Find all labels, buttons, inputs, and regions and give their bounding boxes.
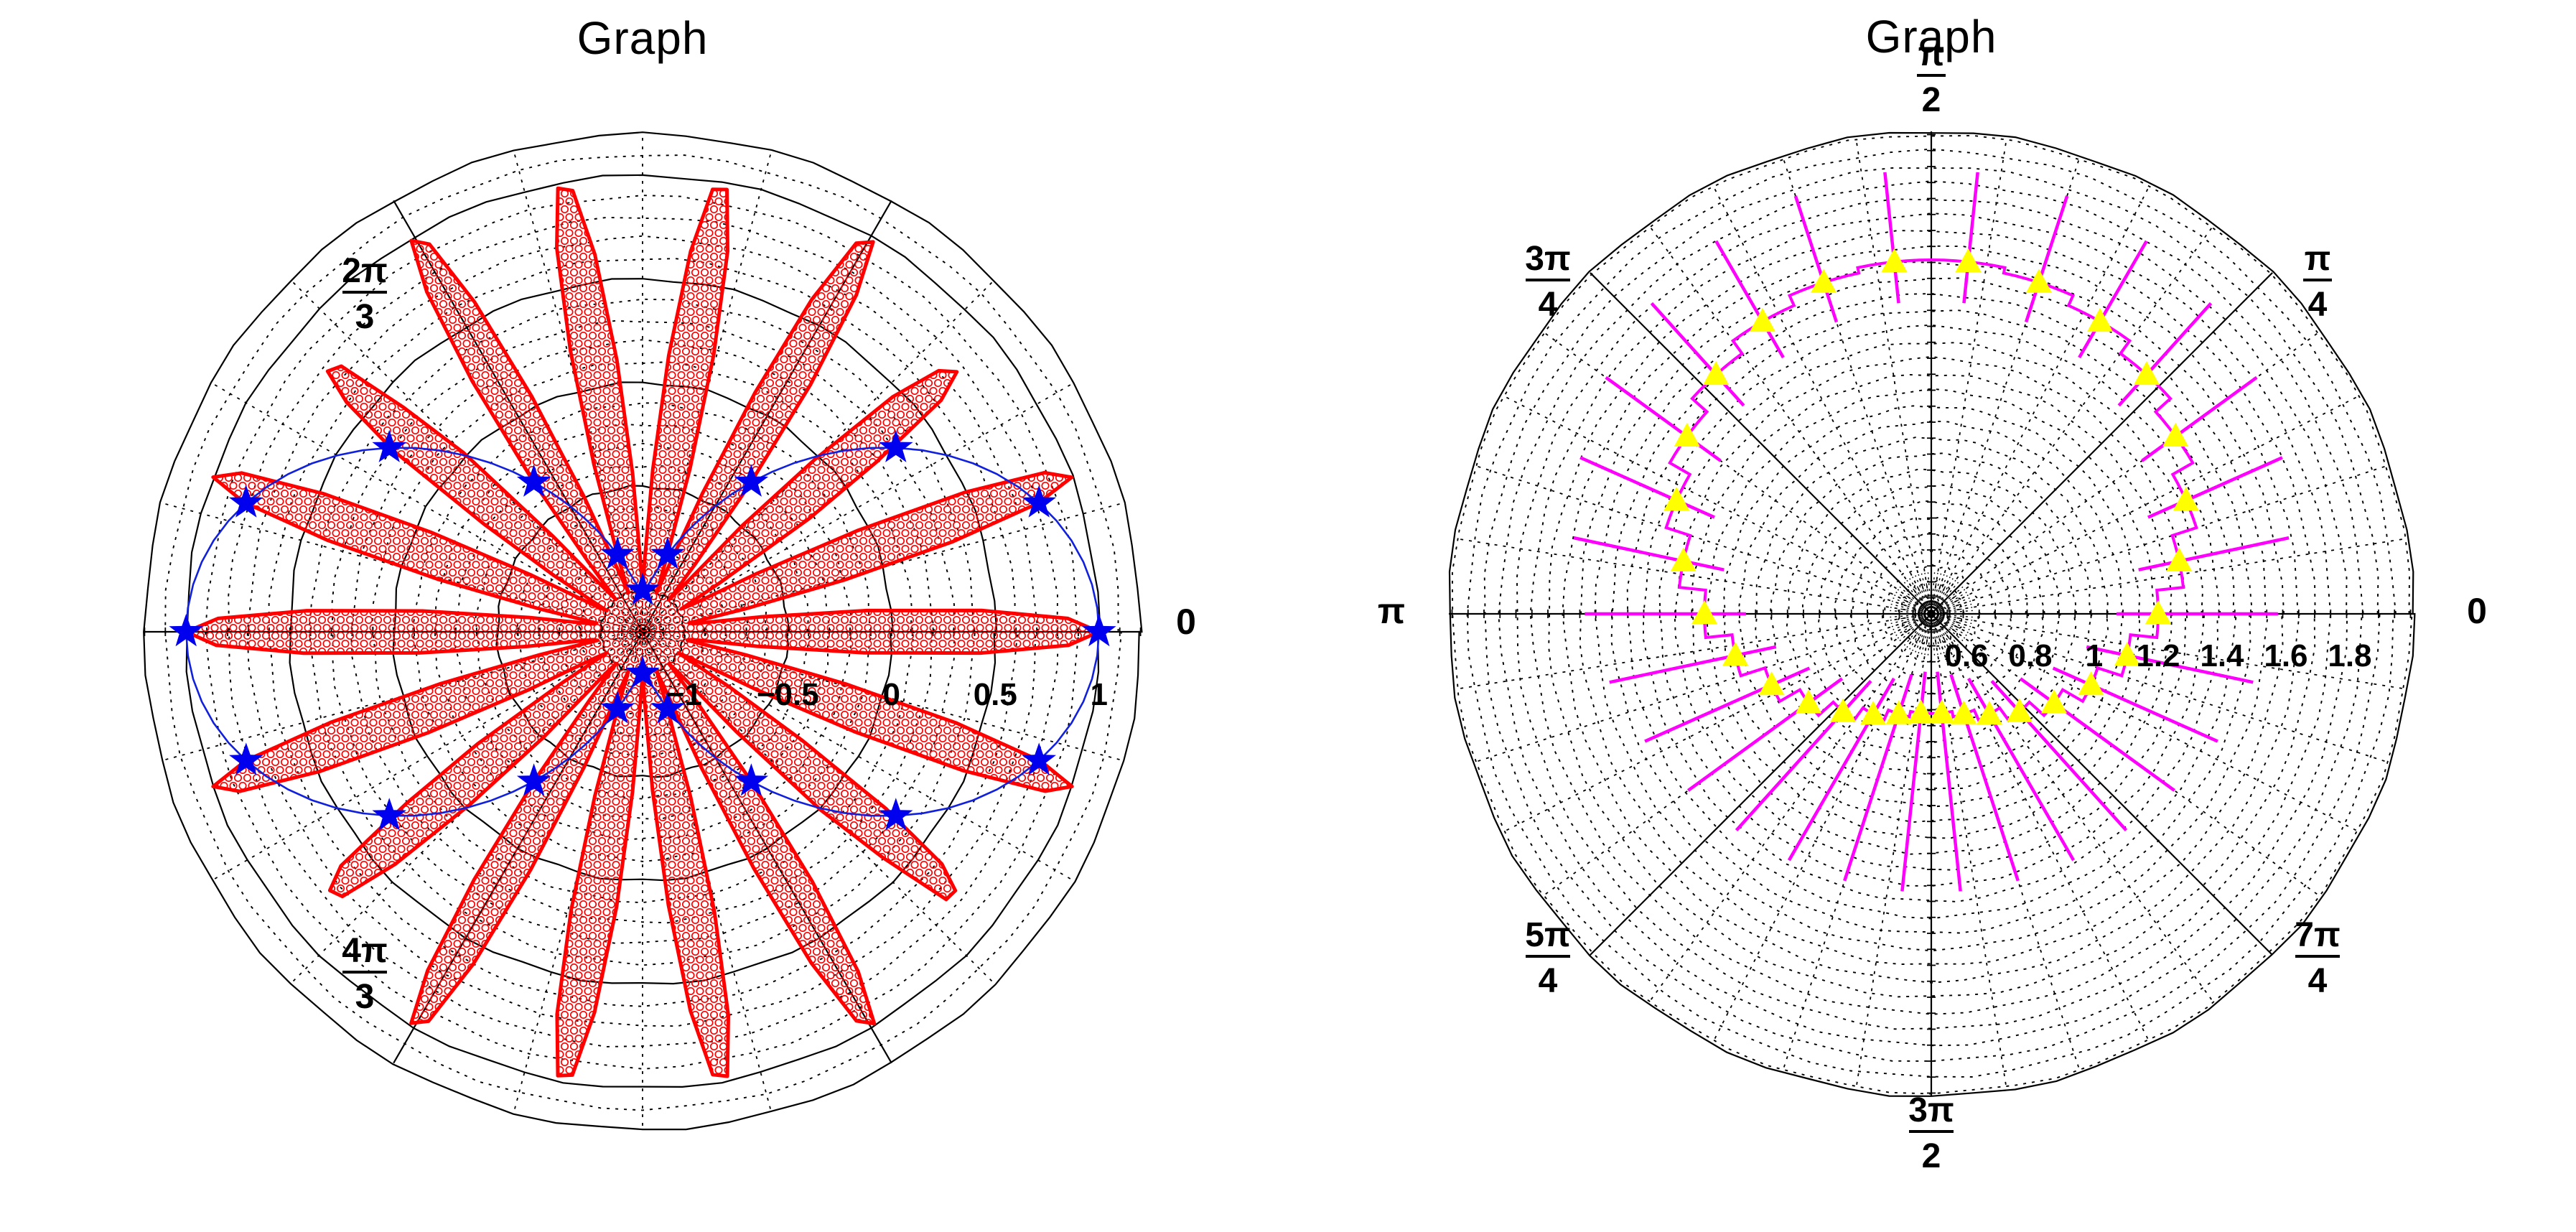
radial-tick-labels: −1 −0.5 0 0.5 1	[666, 677, 1108, 712]
angle-label-denominator: 4	[1539, 962, 1558, 1000]
star-marker	[734, 464, 769, 497]
triangle-marker	[1663, 487, 1690, 511]
triangle-marker	[1908, 699, 1934, 724]
triangle-marker	[1758, 671, 1785, 696]
triangle-marker	[2166, 547, 2193, 571]
radial-tick-labels: 0.6 0.8 1 1.2 1.4 1.6 1.8	[1944, 638, 2371, 673]
radial-tick-label: 0	[883, 677, 900, 712]
triangle-marker	[1951, 700, 1977, 724]
radial-tick-label: 1.4	[2200, 638, 2244, 673]
angle-label-numerator: 4π	[342, 932, 387, 970]
star-marker	[229, 485, 263, 518]
polar-grid	[1448, 131, 2416, 1097]
polar-chart: 0.6 0.8 1 1.2 1.4 1.6 1.8 0 π 4 π 2 3π 4 π 5π 4 3π 2 7π 4	[1378, 35, 2487, 1175]
angle-label-numerator: 7π	[2295, 916, 2340, 954]
triangle-marker	[1674, 422, 1700, 447]
star-marker	[1022, 485, 1056, 518]
triangle-marker	[2040, 689, 2067, 714]
radial-tick-label: 0.5	[974, 677, 1017, 712]
angle-labels: 0 π 4 π 2 3π 4 π 5π 4 3π 2 7π 4	[1378, 35, 2487, 1175]
triangle-marker	[1830, 698, 1857, 722]
star-marker	[1082, 614, 1116, 647]
angle-label-denominator: 4	[1539, 286, 1558, 324]
angle-label-denominator: 4	[2308, 962, 2328, 1000]
star-marker	[600, 691, 635, 724]
angle-label: 0	[1176, 602, 1196, 642]
cosine-series	[169, 429, 1116, 831]
triangle-marker	[1885, 700, 1912, 724]
triangle-marker	[2162, 422, 2189, 447]
triangle-marker	[1811, 269, 1837, 293]
radial-tick-label: 1	[1091, 677, 1108, 712]
angle-label: 0	[2467, 591, 2487, 631]
radial-tick-label: 1.8	[2328, 638, 2371, 673]
angle-label-denominator: 2	[1922, 81, 1941, 119]
triangle-marker	[1860, 701, 1887, 725]
triangle-marker	[2173, 487, 2199, 511]
radial-tick-label: 1.2	[2136, 638, 2180, 673]
triangle-marker	[2006, 698, 2033, 722]
angle-label: π	[1378, 591, 1405, 631]
radial-tick-label: −1	[666, 677, 702, 712]
star-marker	[372, 429, 406, 462]
left-chart-title: Graph	[577, 12, 709, 64]
star-marker	[600, 536, 635, 569]
polar-chart: −1 −0.5 0 0.5 1 0 2π 3 4π 3	[143, 131, 1196, 1131]
angle-label-numerator: π	[2305, 240, 2331, 278]
triangle-marker	[1703, 360, 1730, 386]
angle-label-denominator: 2	[1922, 1137, 1941, 1175]
star-markers	[169, 429, 1116, 831]
right-chart-title: Graph	[1865, 11, 1997, 62]
triangle-marker	[1749, 307, 1775, 332]
angle-label-denominator: 3	[355, 298, 375, 336]
angle-label-denominator: 3	[355, 978, 375, 1016]
triangle-marker	[2114, 642, 2140, 666]
triangle-marker	[1881, 248, 1908, 272]
angle-labels: 0 2π 3 4π 3	[342, 252, 1196, 1016]
angle-label-numerator: π	[1918, 35, 1945, 73]
radial-tick-label: 0.6	[1944, 638, 1988, 673]
star-marker	[625, 572, 660, 605]
star-marker	[516, 763, 551, 796]
star-marker	[625, 655, 660, 688]
star-marker	[650, 691, 685, 724]
star-marker	[650, 536, 685, 569]
triangle-marker	[2087, 307, 2114, 332]
triangle-marker	[2025, 269, 2052, 293]
star-marker	[372, 798, 406, 831]
triangle-marker	[1796, 689, 1822, 714]
angle-label-numerator: 3π	[1525, 240, 1570, 278]
radial-tick-label: 0.8	[2008, 638, 2052, 673]
star-marker	[879, 429, 913, 462]
triangle-marker	[1976, 701, 2002, 725]
triangle-marker	[1691, 600, 1718, 625]
radial-tick-label: −0.5	[757, 677, 819, 712]
angle-label-numerator: 3π	[1908, 1091, 1954, 1129]
triangle-marker	[2133, 360, 2160, 386]
angle-label-denominator: 4	[2308, 286, 2328, 324]
triangle-marker	[2145, 600, 2171, 625]
star-marker	[734, 763, 769, 796]
angle-label-numerator: 2π	[342, 252, 387, 290]
star-marker	[516, 464, 551, 497]
star-marker	[1022, 742, 1056, 775]
angle-label-numerator: 5π	[1525, 916, 1570, 954]
triangle-marker	[1928, 699, 1955, 724]
triangle-marker	[2078, 671, 2104, 696]
star-marker	[229, 742, 263, 775]
star-marker	[879, 798, 913, 831]
radial-tick-label: 1.6	[2264, 638, 2307, 673]
triangle-marker	[1670, 547, 1697, 571]
star-marker	[169, 614, 203, 647]
triangle-marker	[1722, 642, 1749, 666]
triangle-marker	[1955, 248, 1982, 272]
triangle-markers	[1663, 248, 2199, 725]
radial-tick-label: 1	[2086, 638, 2103, 673]
